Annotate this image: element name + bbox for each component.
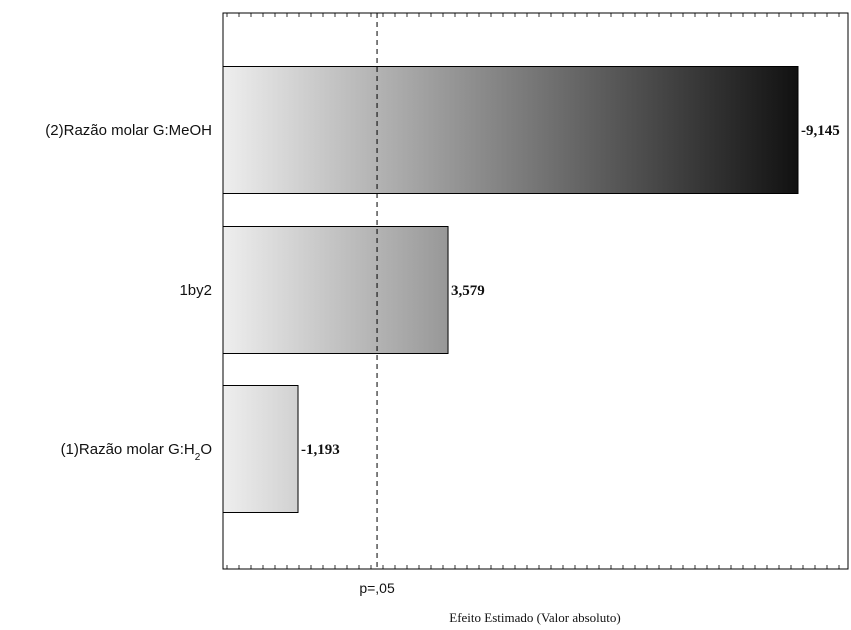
category-label-2: 1by2	[179, 282, 212, 299]
reference-line-group: p=,05	[359, 13, 395, 596]
bar-3	[222, 385, 299, 513]
bar-1	[222, 66, 799, 194]
bars	[222, 66, 799, 513]
category-label-1: (2)Razão molar G:MeOH	[45, 122, 212, 139]
bar-2	[222, 226, 449, 354]
x-axis-title: Efeito Estimado (Valor absoluto)	[449, 610, 621, 625]
category-labels: (2)Razão molar G:MeOH 1by2 (1)Razão molar …	[45, 122, 212, 463]
value-labels: -9,145 3,579 -1,193	[301, 123, 840, 458]
value-label-2: 3,579	[451, 283, 485, 299]
value-label-1: -9,145	[801, 123, 840, 139]
x-axis-ticks	[223, 13, 840, 569]
category-label-3: (1)Razão molar G:H2O	[61, 441, 212, 463]
value-label-3: -1,193	[301, 442, 340, 458]
reference-line-label: p=,05	[359, 580, 395, 596]
